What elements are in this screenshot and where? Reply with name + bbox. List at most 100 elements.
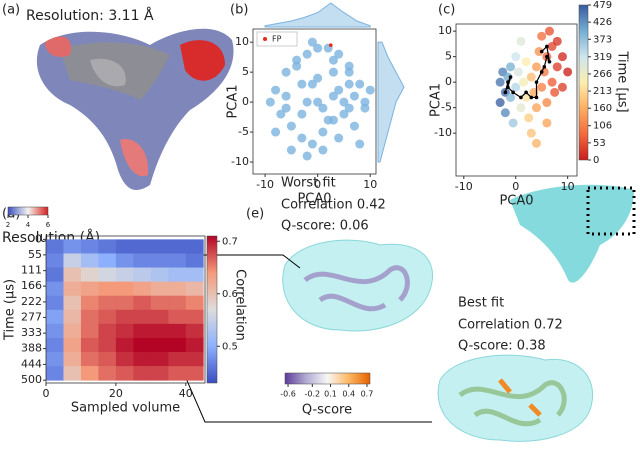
point bbox=[344, 79, 354, 89]
panel-label: (a) bbox=[2, 3, 20, 18]
point bbox=[508, 118, 518, 128]
point bbox=[355, 79, 365, 89]
heatmap-cell bbox=[168, 281, 187, 297]
trajectory-point bbox=[524, 90, 528, 95]
point bbox=[307, 139, 317, 149]
heatmap-cell bbox=[63, 253, 82, 268]
colorbar-label: Correlation bbox=[233, 269, 248, 341]
heatmap-cell bbox=[115, 323, 134, 339]
plot-frame bbox=[455, 23, 578, 177]
heatmap-cell bbox=[98, 352, 117, 367]
point bbox=[286, 145, 296, 155]
heatmap-cell bbox=[63, 337, 82, 353]
heatmap-cell bbox=[46, 366, 64, 381]
colorbar bbox=[578, 4, 589, 161]
x-tick-label: 20 bbox=[109, 387, 123, 400]
y-tick-label: 5 bbox=[445, 50, 452, 63]
panel-label: (b) bbox=[230, 3, 248, 18]
point bbox=[307, 37, 317, 47]
heatmap-cell bbox=[133, 281, 152, 297]
heatmap-cell bbox=[150, 267, 169, 283]
trajectory-point bbox=[508, 75, 513, 79]
best-fit-correlation: Correlation 0.72 bbox=[458, 318, 563, 333]
heatmap-cell bbox=[63, 239, 82, 254]
y-axis-label: PCA1 bbox=[429, 83, 444, 117]
heatmap-cell bbox=[46, 253, 64, 268]
best-fit-qscore: Q-score: 0.38 bbox=[458, 339, 546, 354]
point bbox=[318, 127, 328, 137]
trajectory-point bbox=[529, 95, 534, 100]
point bbox=[318, 145, 328, 155]
heatmap-cell bbox=[63, 295, 82, 311]
colorbar-tick-label: 0.7 bbox=[361, 390, 374, 399]
point bbox=[349, 121, 359, 131]
colorbar-tick-label: 213 bbox=[593, 86, 612, 97]
heatmap-cell bbox=[63, 366, 82, 381]
y-tick-label: -5 bbox=[238, 125, 249, 138]
plot-frame bbox=[45, 235, 206, 384]
point bbox=[500, 108, 510, 118]
y-axis-label: PCA1 bbox=[226, 84, 241, 118]
heatmap-cell bbox=[98, 267, 117, 283]
point bbox=[539, 67, 549, 77]
y-axis-label: Time (µs) bbox=[3, 279, 18, 341]
point bbox=[511, 52, 521, 62]
worst-fit-correlation: Correlation 0.42 bbox=[281, 198, 386, 213]
heatmap-cell bbox=[115, 337, 134, 353]
heatmap-cell bbox=[150, 239, 169, 254]
trajectory-point bbox=[534, 80, 539, 84]
point bbox=[313, 73, 323, 83]
point bbox=[302, 49, 312, 59]
worst-fit-structure bbox=[282, 239, 434, 332]
heatmap-cell bbox=[185, 253, 204, 268]
heatmap-cell bbox=[133, 267, 152, 283]
x-tick-label: 10 bbox=[363, 178, 377, 191]
resolution-title: Resolution: 3.11 Å bbox=[26, 7, 154, 24]
heatmap-cell bbox=[150, 337, 169, 353]
point bbox=[513, 67, 523, 77]
heatmap-cell bbox=[185, 267, 204, 283]
x-axis-label: PCA0 bbox=[297, 192, 331, 207]
heatmap-cell bbox=[80, 239, 99, 254]
colorbar-tick-label: 0.5 bbox=[222, 341, 238, 352]
point bbox=[297, 109, 307, 119]
trajectory-point bbox=[519, 95, 523, 100]
point bbox=[521, 92, 531, 102]
trajectory-point bbox=[511, 90, 515, 95]
colorbar-tick-label: 426 bbox=[593, 17, 612, 28]
heatmap-cell bbox=[98, 309, 117, 325]
trajectory-point bbox=[506, 80, 510, 84]
x-tick-label: 0 bbox=[512, 180, 519, 193]
y-tick-label: 10 bbox=[235, 35, 249, 48]
point bbox=[531, 62, 541, 72]
y-density bbox=[377, 41, 405, 163]
heatmap-cell bbox=[185, 366, 204, 381]
y-tick-label: 10 bbox=[438, 24, 452, 37]
y-tick-label: 55 bbox=[28, 248, 42, 261]
point bbox=[281, 67, 291, 77]
heatmap-cell bbox=[115, 309, 134, 325]
heatmap-cell bbox=[150, 366, 169, 381]
heatmap-cell bbox=[150, 295, 169, 311]
heatmap-cell bbox=[133, 309, 152, 325]
legend-marker bbox=[263, 37, 267, 41]
heatmap-cell bbox=[63, 309, 82, 325]
heatmap-cell bbox=[115, 295, 134, 311]
point bbox=[542, 118, 552, 128]
heatmap-cell bbox=[150, 323, 169, 339]
point bbox=[271, 85, 281, 95]
point bbox=[563, 67, 573, 77]
colorbar-tick-label: 6 bbox=[46, 221, 51, 229]
heatmap-cell bbox=[133, 253, 152, 268]
point bbox=[531, 103, 541, 113]
point bbox=[521, 57, 531, 67]
x-tick-label: 0 bbox=[314, 178, 321, 191]
heatmap-cell bbox=[115, 253, 134, 268]
worst-fit-qscore: Q-score: 0.06 bbox=[281, 219, 369, 234]
heatmap-cell bbox=[63, 323, 82, 339]
point bbox=[495, 98, 505, 108]
x-axis-label: Sampled volume bbox=[71, 401, 180, 416]
plot-frame bbox=[252, 28, 377, 175]
heatmap-cell bbox=[185, 337, 204, 353]
heatmap-cell bbox=[115, 239, 134, 254]
